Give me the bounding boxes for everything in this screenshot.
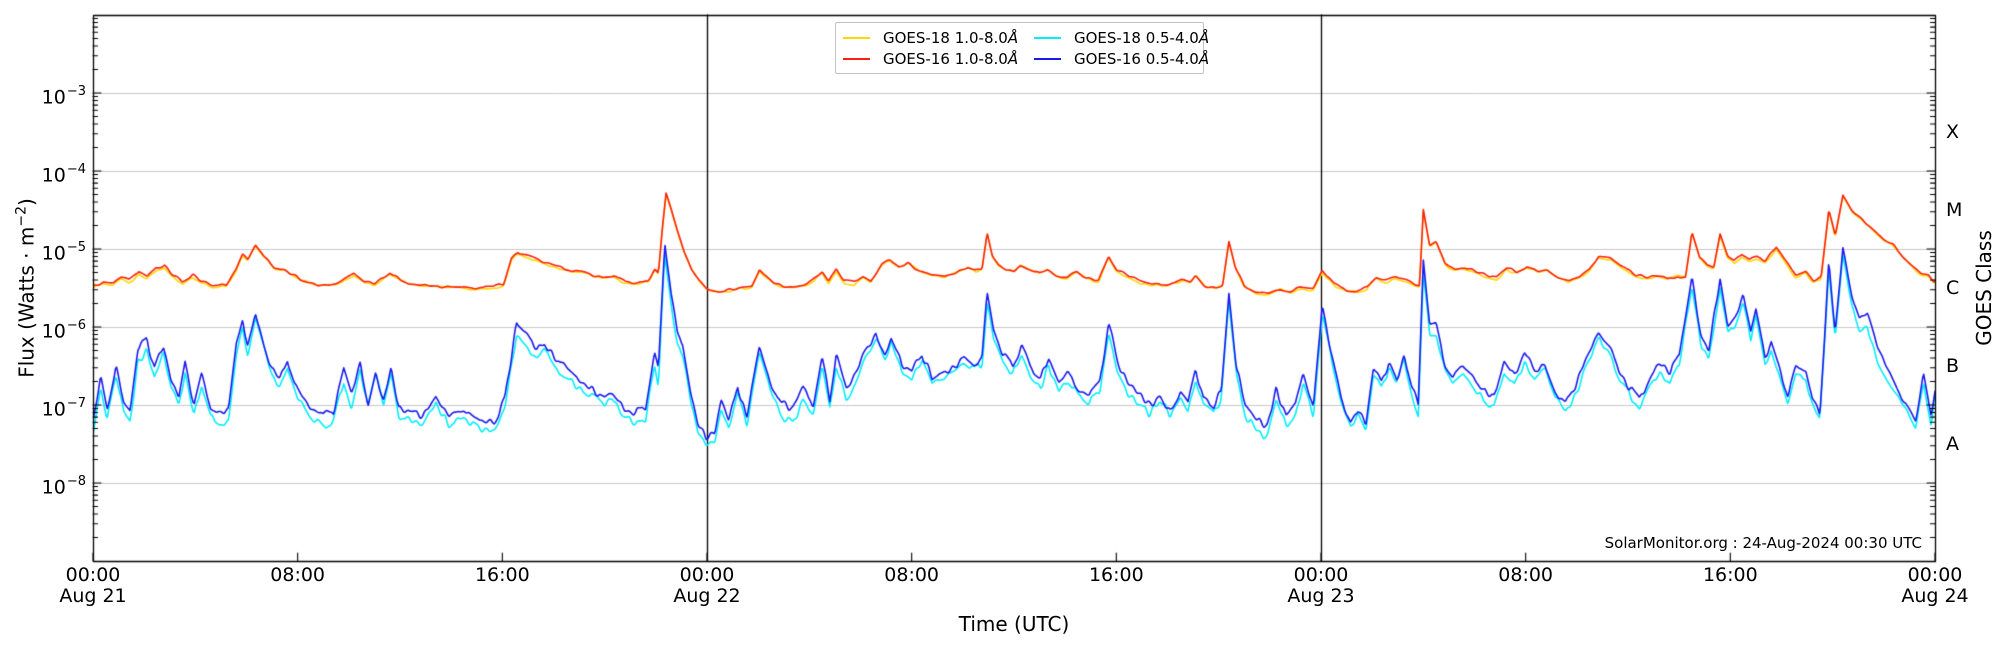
legend-item: GOES-16 0.5-4.0Å (836, 48, 1209, 70)
y-tick-label: 10−4 (41, 162, 86, 187)
legend-line-swatch (1034, 37, 1061, 39)
y-tick-label: 10−5 (41, 240, 86, 265)
x-tick-label: 08:00 (270, 564, 326, 586)
legend-line-swatch (1034, 58, 1061, 60)
x-tick-label: 08:00 (1498, 564, 1554, 586)
x-tick-label: 16:00 (1702, 564, 1758, 586)
legend-item: GOES-18 0.5-4.0Å (836, 27, 1209, 49)
y-tick-label: 10−3 (41, 84, 86, 109)
x-tick-label: 00:00 Aug 21 (23, 565, 163, 607)
legend-label: GOES-18 0.5-4.0Å (1074, 29, 1210, 47)
x-tick-label: 00:00 Aug 23 (1251, 565, 1391, 607)
x-tick-label: 08:00 (884, 564, 940, 586)
goes-class-letter: A (1946, 433, 1959, 455)
legend-label: GOES-18 1.0-8.0Å (883, 29, 1019, 47)
y-tick-label: 10−6 (41, 318, 86, 343)
legend-item: GOES-16 1.0-8.0Å (836, 48, 1203, 70)
x-tick-label: 00:00 Aug 24 (1865, 565, 2000, 607)
legend: GOES-18 1.0-8.0Å GOES-16 1.0-8.0Å GOES-18 … (835, 22, 1209, 74)
legend-label: GOES-16 1.0-8.0Å (883, 50, 1019, 68)
y-axis-title-post: ) (14, 198, 39, 207)
y-axis-title-sup: −2 (13, 206, 30, 227)
y-axis-title: Flux (Watts · m−2) (14, 198, 39, 378)
x-tick-label: 16:00 (474, 564, 530, 586)
goes-class-letter: M (1946, 199, 1963, 221)
x-axis-title: Time (UTC) (958, 612, 1070, 636)
goes-class-letter: C (1946, 277, 1960, 299)
legend-item: GOES-18 1.0-8.0Å (836, 27, 1203, 49)
x-tick-date-label: Aug 24 (1901, 585, 1969, 607)
legend-line-swatch (843, 37, 870, 39)
goes-class-letter: B (1946, 355, 1960, 377)
goes-class-letter: X (1946, 121, 1960, 143)
x-tick-date-label: Aug 23 (1287, 585, 1355, 607)
y-tick-label: 10−7 (41, 396, 86, 421)
x-tick-date-label: Aug 22 (673, 585, 741, 607)
source-annotation: SolarMonitor.org : 24-Aug-2024 00:30 UTC (1604, 534, 1922, 552)
y-tick-label: 10−8 (41, 474, 86, 499)
legend-label: GOES-16 0.5-4.0Å (1074, 50, 1210, 68)
legend-line-swatch (843, 58, 870, 60)
x-tick-label: 16:00 (1088, 564, 1144, 586)
x-tick-date-label: Aug 21 (59, 585, 127, 607)
x-tick-label: 00:00 Aug 22 (637, 565, 777, 607)
